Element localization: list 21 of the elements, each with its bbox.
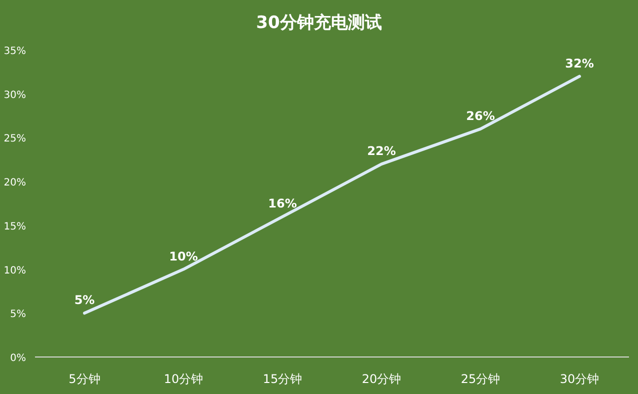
x-tick-label: 15分钟 bbox=[262, 372, 302, 386]
data-label: 32% bbox=[565, 56, 594, 70]
chart-title: 30分钟充电测试 bbox=[256, 13, 382, 33]
y-tick-label: 20% bbox=[4, 178, 26, 189]
data-label: 26% bbox=[466, 108, 495, 123]
y-tick-label: 0% bbox=[10, 353, 26, 364]
y-tick-label: 25% bbox=[4, 134, 26, 145]
x-tick-label: 30分钟 bbox=[560, 372, 600, 386]
x-tick-label: 10分钟 bbox=[164, 372, 204, 386]
y-tick-label: 10% bbox=[4, 265, 26, 276]
data-label: 10% bbox=[169, 249, 198, 264]
data-label: 16% bbox=[268, 196, 297, 211]
y-tick-label: 5% bbox=[10, 309, 26, 320]
x-tick-label: 20分钟 bbox=[362, 372, 402, 386]
x-tick-label: 25分钟 bbox=[460, 372, 500, 386]
x-tick-label: 5分钟 bbox=[68, 372, 100, 386]
data-label: 5% bbox=[74, 293, 95, 308]
y-tick-label: 30% bbox=[4, 90, 26, 101]
y-tick-label: 35% bbox=[4, 46, 26, 57]
y-tick-label: 15% bbox=[4, 221, 26, 232]
data-label: 22% bbox=[367, 144, 396, 158]
